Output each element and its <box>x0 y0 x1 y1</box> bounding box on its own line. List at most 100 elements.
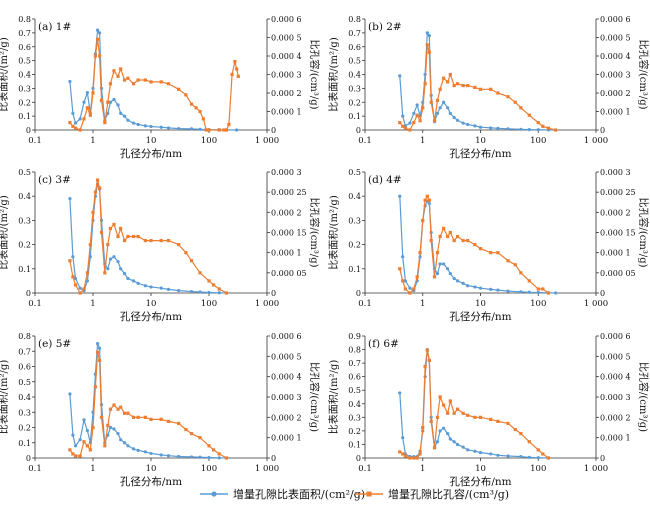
data-point <box>93 385 98 389</box>
y-left-tick-label: 0.5 <box>348 386 361 395</box>
y-left-tick-label: 0.5 <box>18 168 31 177</box>
data-point <box>166 238 171 243</box>
data-point <box>496 453 500 457</box>
data-point <box>546 456 551 460</box>
data-point <box>71 275 75 279</box>
data-point <box>99 415 104 419</box>
data-point <box>98 346 102 350</box>
data-point <box>438 106 442 110</box>
data-point <box>103 121 107 125</box>
series-pore-volume <box>68 37 240 132</box>
data-point <box>478 450 483 455</box>
data-point <box>189 102 194 106</box>
data-point <box>401 124 405 128</box>
data-point <box>149 80 153 84</box>
data-point <box>95 342 100 346</box>
data-point <box>98 31 102 35</box>
data-point <box>207 128 211 132</box>
series-pore-volume <box>68 350 229 460</box>
data-point <box>91 210 95 214</box>
y-left-tick-label: 0.6 <box>348 373 361 382</box>
data-point <box>418 452 422 456</box>
data-point <box>143 415 147 419</box>
data-point <box>177 87 181 91</box>
data-point <box>452 276 456 281</box>
x-tick-label: 1 <box>90 299 95 309</box>
y-right-tick-label: 0.000 4 <box>600 373 631 382</box>
data-point <box>446 106 450 110</box>
data-point <box>448 72 452 77</box>
data-point <box>116 103 120 107</box>
data-point <box>527 127 531 132</box>
y-right-tick-label: 0.000 3 <box>600 168 631 177</box>
data-point <box>177 243 181 247</box>
data-point <box>166 126 171 130</box>
data-point <box>448 272 452 276</box>
y-left-tick-label: 0.5 <box>18 378 31 387</box>
data-point <box>427 50 431 54</box>
y-left-tick-label: 0.2 <box>348 98 361 107</box>
y-left-tick-label: 0.4 <box>348 192 361 201</box>
data-point <box>423 82 427 86</box>
series-pore-volume <box>398 43 558 132</box>
data-point <box>452 84 456 88</box>
data-point <box>506 421 510 426</box>
y-left-tick-label: 0.4 <box>18 393 31 402</box>
data-point <box>473 415 477 419</box>
y-left-axis-title: 比表面积/(m²/g) <box>0 37 10 112</box>
data-point <box>73 283 78 287</box>
data-point <box>435 111 440 115</box>
data-point <box>184 427 188 432</box>
data-point <box>478 87 483 91</box>
data-point <box>435 98 440 102</box>
data-point <box>95 37 100 41</box>
x-tick-label: 1 000 <box>584 299 608 309</box>
y-left-tick-label: 0.6 <box>18 43 31 52</box>
data-point <box>177 454 181 459</box>
data-point <box>78 128 82 132</box>
data-point <box>473 285 477 289</box>
data-point <box>448 399 452 403</box>
data-point <box>189 432 194 436</box>
y-left-tick-label: 0 <box>356 289 361 298</box>
data-point <box>78 291 82 295</box>
data-point <box>435 415 440 419</box>
x-tick-label: 1 <box>420 136 425 146</box>
data-point <box>527 290 531 294</box>
x-tick-label: 100 <box>201 464 217 474</box>
data-point <box>159 286 163 290</box>
y-left-tick-label: 0.3 <box>348 84 361 93</box>
data-point <box>496 288 500 292</box>
data-point <box>103 271 107 275</box>
y-right-tick-label: 0.000 6 <box>271 15 302 24</box>
data-point <box>119 267 123 271</box>
data-point <box>506 127 510 131</box>
data-point <box>201 117 205 121</box>
data-point <box>106 111 110 115</box>
y-right-tick-label: 0.000 5 <box>271 352 302 361</box>
data-point <box>401 279 405 283</box>
x-tick-label: 1 <box>90 464 95 474</box>
data-point <box>418 119 422 123</box>
series-line <box>69 179 227 294</box>
x-tick-label: 100 <box>530 299 546 309</box>
data-point <box>116 259 120 264</box>
data-point <box>116 74 120 78</box>
y-left-axis-title: 比表面积/(m²/g) <box>327 195 340 270</box>
series-line <box>399 31 556 131</box>
data-point <box>68 392 72 396</box>
data-point <box>88 243 92 247</box>
y-left-axis-title: 比表面积/(m²/g) <box>0 195 10 270</box>
data-point <box>93 54 98 58</box>
data-point <box>131 447 136 451</box>
data-point <box>408 456 412 460</box>
data-point <box>103 444 107 448</box>
data-point <box>85 428 89 433</box>
data-point <box>85 106 89 110</box>
data-point <box>541 452 545 456</box>
data-point <box>198 455 202 459</box>
x-tick-label: 10 <box>475 464 486 474</box>
y-right-tick-label: 0.000 3 <box>600 71 631 80</box>
data-point <box>412 456 416 460</box>
data-point <box>159 80 163 84</box>
